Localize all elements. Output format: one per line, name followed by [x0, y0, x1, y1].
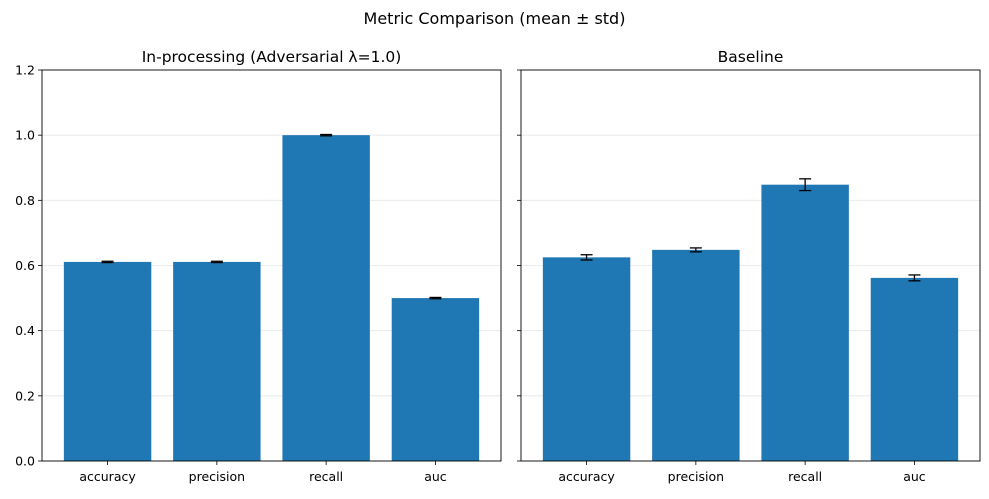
bar-recall: [761, 184, 849, 461]
bar-recall: [282, 135, 370, 461]
x-tick-label: precision: [668, 469, 724, 484]
axes-frame: [520, 69, 981, 462]
bar-precision: [652, 249, 740, 461]
x-tick-label: accuracy: [558, 469, 615, 484]
bar-auc: [870, 277, 959, 461]
bar-accuracy: [63, 261, 152, 461]
y-tick-label: 0.4: [15, 323, 35, 338]
figure-suptitle: Metric Comparison (mean ± std): [364, 9, 626, 28]
panel-title: Baseline: [718, 48, 784, 66]
y-tick-label: 0.8: [15, 193, 35, 208]
x-tick-label: precision: [189, 469, 245, 484]
y-tick-label: 1.2: [15, 63, 35, 78]
y-tick-label: 0.0: [15, 454, 35, 469]
x-tick-label: recall: [309, 469, 343, 484]
bar-precision: [173, 261, 261, 461]
x-tick-label: auc: [424, 469, 447, 484]
bar-auc: [391, 298, 480, 461]
axes-frame: [41, 69, 502, 462]
x-tick-label: recall: [788, 469, 822, 484]
x-tick-label: auc: [903, 469, 926, 484]
bar-accuracy: [542, 257, 631, 461]
y-tick-label: 0.2: [15, 388, 35, 403]
panel-title: In-processing (Adversarial λ=1.0): [142, 48, 402, 66]
y-tick-label: 1.0: [15, 128, 35, 143]
y-tick-label: 0.6: [15, 258, 35, 273]
x-tick-label: accuracy: [79, 469, 136, 484]
